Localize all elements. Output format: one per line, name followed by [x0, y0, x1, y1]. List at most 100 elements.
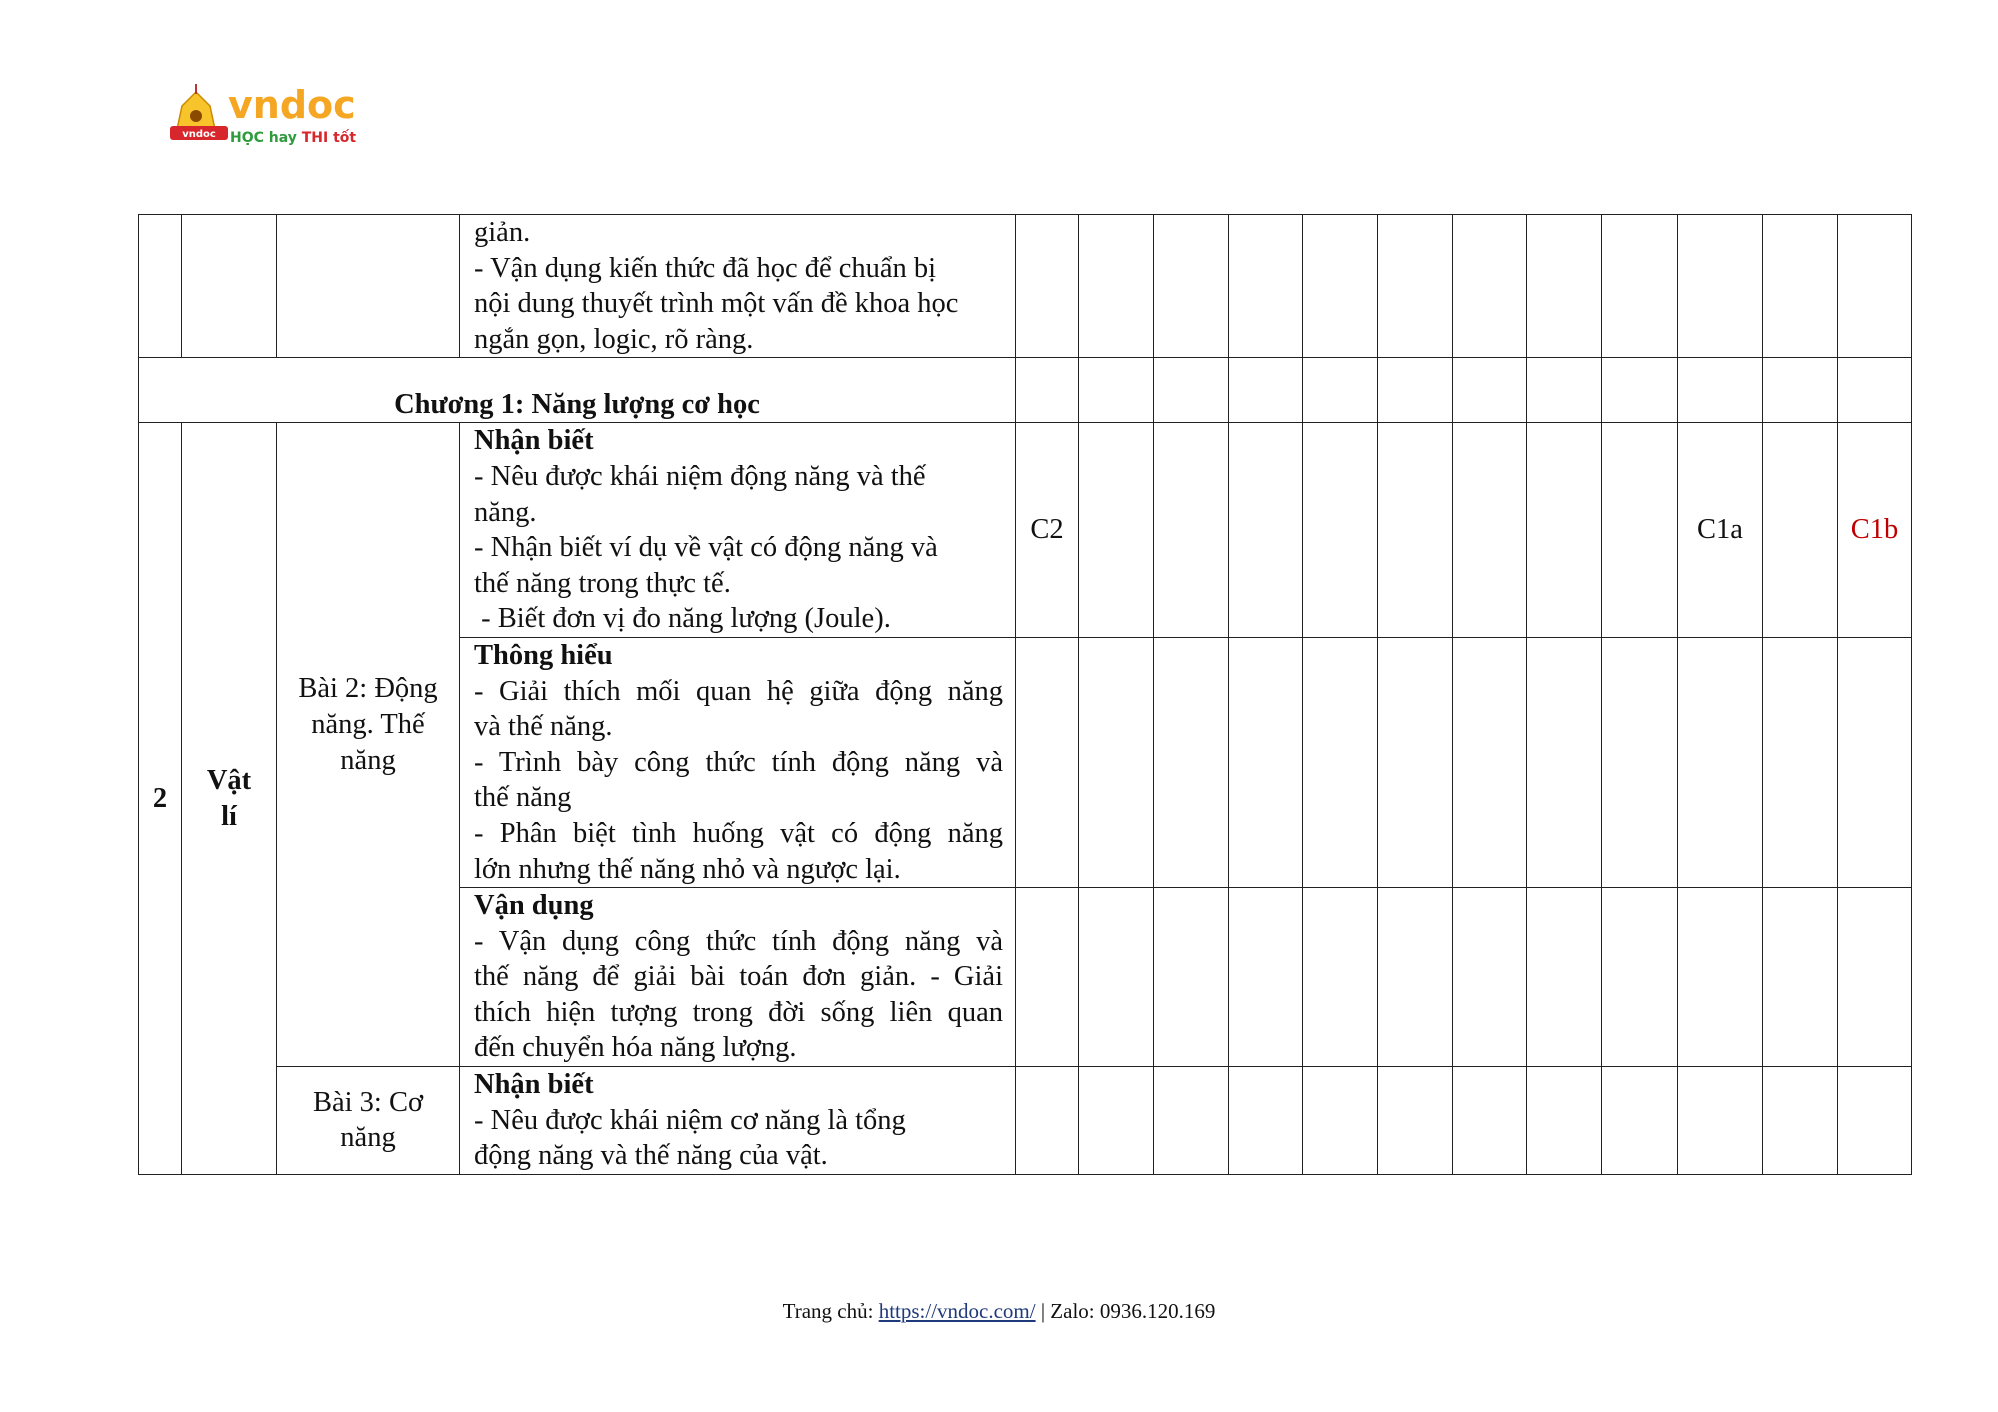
requirement-line: động năng và thế năng của vật.: [474, 1140, 828, 1172]
question-mark-cell: [1677, 887, 1763, 1068]
question-mark-cell: [1153, 357, 1229, 424]
question-mark-cell: [1015, 213, 1079, 359]
lesson-cell: Bài 3: Cơ năng: [276, 1066, 460, 1175]
svg-text:vndoc: vndoc: [182, 129, 216, 140]
level-heading: Nhận biết: [474, 1069, 594, 1101]
question-mark-cell: [1452, 636, 1527, 889]
question-mark-cell: [1526, 422, 1602, 638]
question-mark-cell: [1078, 1066, 1154, 1175]
question-mark-cell: [1078, 636, 1154, 889]
question-mark-cell: [1302, 1066, 1378, 1175]
question-mark-cell: C1b: [1837, 422, 1912, 638]
question-mark-cell: C2: [1015, 422, 1079, 638]
question-mark-cell: [1228, 357, 1303, 424]
question-mark-cell: [1452, 1066, 1527, 1175]
question-mark-cell: [1153, 1066, 1229, 1175]
requirement-line: thế năng: [474, 782, 572, 814]
question-mark-cell: [1677, 213, 1763, 359]
requirement-cell: Nhận biết - Nêu được khái niệm động năng…: [459, 422, 1016, 638]
no-cell: 2: [138, 422, 182, 1175]
question-mark-cell: [1526, 357, 1602, 424]
question-mark-cell: [1601, 357, 1678, 424]
question-mark-cell: [1762, 1066, 1838, 1175]
lesson-line: năng: [340, 744, 396, 776]
question-mark-cell: [1837, 887, 1912, 1068]
question-mark-cell: [1837, 357, 1912, 424]
requirement-line: năng.: [474, 496, 537, 528]
svg-text:HỌC hay THI tốt: HỌC hay THI tốt: [230, 129, 356, 146]
table-row: giản. - Vận dụng kiến thức đã học để chu…: [138, 213, 1912, 359]
question-mark-cell: [1153, 887, 1229, 1068]
page-footer: Trang chủ: https://vndoc.com/ | Zalo: 09…: [0, 1299, 1998, 1324]
content-matrix-table: giản. - Vận dụng kiến thức đã học để chu…: [138, 213, 1912, 1175]
svg-text:vndoc: vndoc: [228, 84, 356, 127]
question-mark-cell: [1153, 636, 1229, 889]
question-mark-cell: [1837, 1066, 1912, 1175]
subject-line: lí: [221, 800, 237, 832]
footer-contact: | Zalo: 0936.120.169: [1035, 1299, 1216, 1323]
subject-cell: [181, 213, 277, 359]
requirement-line: - Nêu được khái niệm cơ năng là tổng: [474, 1104, 906, 1136]
level-heading: Vận dụng: [474, 890, 594, 922]
question-mark-cell: [1377, 422, 1453, 638]
question-mark-cell: [1677, 357, 1763, 424]
lesson-line: Bài 2: Động: [298, 673, 438, 705]
question-mark-cell: [1377, 636, 1453, 889]
requirement-line: - Nêu được khái niệm động năng và thế: [474, 460, 926, 492]
question-mark-cell: [1228, 636, 1303, 889]
requirement-line: - Vận dụng kiến thức đã học để chuẩn bị: [474, 252, 937, 284]
question-mark-cell: [1452, 422, 1527, 638]
question-mark-cell: [1377, 357, 1453, 424]
question-mark-cell: [1302, 357, 1378, 424]
table-row: Vận dụng - Vận dụng công thức tính động …: [139, 887, 1912, 1068]
question-mark-cell: [1601, 213, 1678, 359]
requirement-line: - Phân biệt tình huống vật có động năng: [474, 817, 1003, 849]
lesson-line: năng. Thế: [311, 708, 425, 740]
question-mark-cell: [1601, 422, 1678, 638]
question-mark-cell: [1153, 213, 1229, 359]
lesson-cell: Bài 2: Động năng. Thế năng: [276, 422, 460, 1068]
table-row: Thông hiểu - Giải thích mối quan hệ giữa…: [139, 636, 1912, 889]
question-mark-cell: [1762, 636, 1838, 889]
requirement-line: - Nhận biết ví dụ về vật có động năng và: [474, 532, 938, 564]
question-mark-cell: [1601, 887, 1678, 1068]
question-mark-cell: [1228, 213, 1303, 359]
question-mark-cell: [1228, 1066, 1303, 1175]
requirement-line: thích hiện tượng trong đời sống liên qua…: [474, 996, 1003, 1028]
question-mark-cell: [1078, 887, 1154, 1068]
question-mark-cell: [1302, 636, 1378, 889]
chapter-row: Chương 1: Năng lượng cơ học: [138, 357, 1912, 424]
question-mark-cell: [1762, 357, 1838, 424]
requirement-line: đến chuyển hóa năng lượng.: [474, 1032, 797, 1064]
requirement-cell: giản. - Vận dụng kiến thức đã học để chu…: [459, 213, 1016, 359]
homepage-link[interactable]: https://vndoc.com/: [878, 1299, 1036, 1323]
question-mark-cell: [1526, 1066, 1602, 1175]
question-mark-cell: [1228, 887, 1303, 1068]
requirement-line: nội dung thuyết trình một vấn đề khoa họ…: [474, 288, 959, 320]
requirement-line: - Trình bày công thức tính động năng và: [474, 746, 1003, 778]
requirement-cell: Thông hiểu - Giải thích mối quan hệ giữa…: [459, 636, 1016, 889]
table-row: 2 Vật lí Bài 2: Động năng. Thế năng Nhận…: [138, 422, 1912, 1175]
chapter-title: Chương 1: Năng lượng cơ học: [138, 357, 1016, 424]
question-mark-cell: [1526, 213, 1602, 359]
question-mark-cell: [1526, 636, 1602, 889]
requirement-line: ngắn gọn, logic, rõ ràng.: [474, 323, 754, 355]
question-mark-cell: [1078, 213, 1154, 359]
question-mark-cell: [1377, 1066, 1453, 1175]
lesson-line: năng: [340, 1122, 396, 1154]
question-mark-cell: [1762, 213, 1838, 359]
question-mark-cell: C1a: [1677, 422, 1763, 638]
question-mark-cell: [1837, 213, 1912, 359]
question-mark-cell: [1377, 213, 1453, 359]
question-mark-cell: [1837, 636, 1912, 889]
no-cell: [138, 213, 182, 359]
footer-prefix: Trang chủ:: [782, 1299, 879, 1323]
table-row: Bài 3: Cơ năng Nhận biết - Nêu được khái…: [139, 1066, 1912, 1175]
requirement-line: - Giải thích mối quan hệ giữa động năng: [474, 675, 1003, 707]
level-heading: Nhận biết: [474, 425, 594, 457]
question-mark-cell: [1601, 636, 1678, 889]
question-mark-cell: [1153, 422, 1229, 638]
subject-cell: Vật lí: [181, 422, 277, 1175]
question-mark-cell: [1762, 887, 1838, 1068]
question-mark-cell: [1677, 636, 1763, 889]
